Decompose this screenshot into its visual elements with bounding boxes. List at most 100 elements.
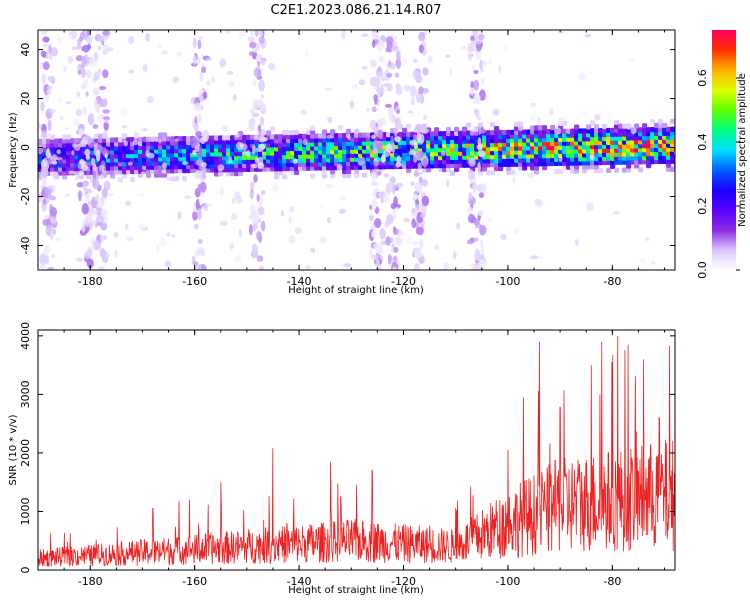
snr-y-tick-label: 3000 (19, 380, 32, 408)
heatmap-noise-blob (536, 255, 544, 259)
heatmap-cell (226, 139, 232, 145)
heatmap-cell (330, 169, 336, 175)
heatmap-cell (578, 148, 584, 154)
heatmap-cell (378, 164, 384, 170)
heatmap-cell (518, 149, 524, 155)
heatmap-cell (482, 138, 488, 144)
heatmap-streak-blob (194, 145, 200, 152)
heatmap-cell (266, 134, 272, 140)
heatmap-cell (98, 137, 104, 143)
heatmap-cell (554, 140, 560, 147)
heatmap-cell (502, 129, 508, 136)
heatmap-cell (214, 159, 220, 165)
heatmap-cell (550, 148, 556, 155)
heatmap-cell (406, 163, 412, 169)
heatmap-noise-blob (357, 156, 366, 166)
heatmap-streak-blob (377, 141, 383, 152)
heatmap-streak-blob (373, 217, 382, 229)
heatmap-cell (530, 129, 536, 135)
heatmap-streak-blob (377, 118, 383, 128)
heatmap-cell (254, 134, 260, 140)
heatmap-cell (346, 128, 352, 135)
heatmap-streak-blob (472, 181, 477, 193)
heatmap-cell (574, 168, 580, 174)
heatmap-cell (350, 148, 356, 154)
heatmap-streak-blob (42, 61, 50, 71)
heatmap-streak-blob (388, 109, 392, 122)
heatmap-cell (242, 138, 248, 145)
heatmap-noise-blob (339, 195, 346, 201)
heatmap-noise-blob (492, 108, 500, 116)
spectrogram-y-tick-label: -20 (19, 188, 32, 206)
heatmap-cell (346, 164, 352, 171)
heatmap-streak-blob (380, 83, 384, 94)
heatmap-streak-blob (411, 212, 416, 217)
heatmap-streak-blob (94, 194, 100, 202)
heatmap-noise-blob (122, 124, 127, 129)
heatmap-cell (466, 142, 472, 148)
heatmap-streak-blob (102, 44, 110, 55)
heatmap-noise-blob (395, 206, 399, 214)
heatmap-cell (50, 142, 56, 148)
heatmap-cell (366, 144, 372, 150)
heatmap-cell (670, 118, 675, 124)
heatmap-cell (518, 129, 524, 135)
heatmap-cell (310, 129, 316, 135)
heatmap-cell (322, 141, 328, 147)
heatmap-cell (170, 148, 176, 154)
heatmap-cell (482, 134, 488, 140)
heatmap-cell (430, 147, 436, 153)
heatmap-cell (90, 153, 96, 159)
heatmap-cell (74, 158, 80, 164)
heatmap-cell (294, 141, 300, 148)
heatmap-cell (574, 156, 580, 162)
heatmap-cell (66, 138, 72, 144)
heatmap-cell (614, 143, 620, 149)
heatmap-cell (302, 165, 308, 171)
heatmap-streak-blob (476, 144, 483, 150)
heatmap-cell (554, 160, 560, 167)
heatmap-streak-blob (384, 103, 392, 108)
heatmap-cell (442, 139, 448, 145)
heatmap-cell (438, 139, 444, 145)
heatmap-cell (562, 160, 568, 166)
heatmap-cell (538, 149, 544, 155)
heatmap-cell (170, 168, 176, 174)
heatmap-noise-blob (68, 34, 73, 42)
heatmap-cell (550, 156, 556, 163)
heatmap-cell (386, 156, 392, 162)
heatmap-noise-blob (177, 211, 182, 220)
heatmap-cell (338, 145, 344, 151)
heatmap-cell (54, 142, 60, 148)
heatmap-cell (486, 154, 492, 160)
heatmap-cell (62, 166, 68, 172)
heatmap-noise-blob (370, 254, 379, 260)
heatmap-noise-blob (530, 255, 539, 260)
heatmap-noise-blob (238, 228, 243, 238)
heatmap-cell (662, 138, 668, 144)
heatmap-cell (658, 150, 664, 157)
heatmap-cell (274, 134, 280, 140)
heatmap-cell (406, 135, 412, 141)
heatmap-cell (542, 145, 548, 151)
heatmap-cell (654, 154, 660, 161)
heatmap-cell (306, 129, 312, 135)
heatmap-noise-blob (71, 150, 75, 156)
heatmap-cell (650, 151, 656, 157)
heatmap-cell (490, 162, 496, 168)
heatmap-cell (466, 122, 472, 128)
heatmap-cell (526, 157, 532, 163)
heatmap-streak-blob (420, 212, 426, 218)
heatmap-cell (590, 120, 596, 126)
heatmap-cell (126, 145, 132, 151)
heatmap-noise-blob (48, 75, 56, 83)
heatmap-cell (510, 137, 516, 143)
heatmap-cell (342, 156, 348, 163)
heatmap-cell (302, 153, 308, 159)
heatmap-streak-blob (421, 203, 427, 214)
heatmap-cell (246, 134, 252, 140)
heatmap-cell (658, 122, 664, 129)
heatmap-cell (238, 154, 244, 161)
heatmap-cell (186, 143, 192, 150)
heatmap-cell (606, 131, 612, 138)
